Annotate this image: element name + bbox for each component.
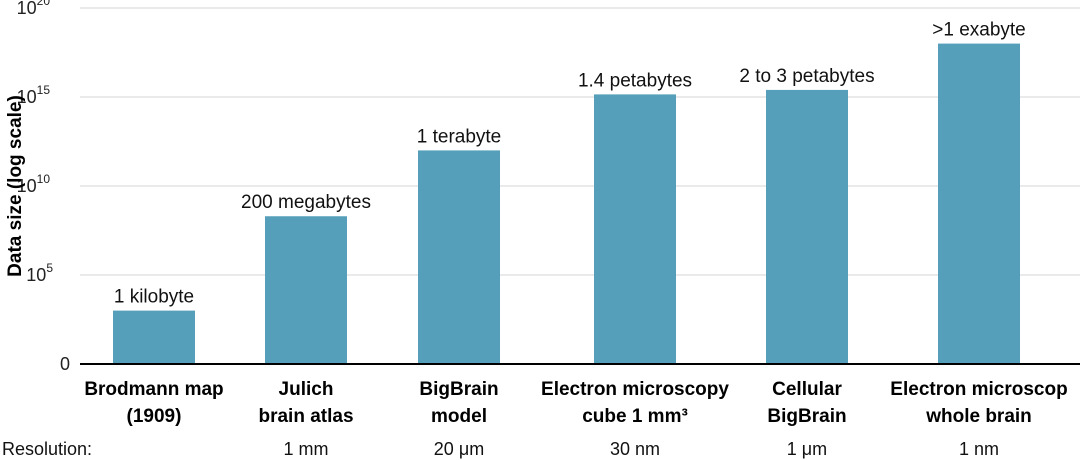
data-labels: 1 kilobyte 200 megabytes 1 terabyte 1.4 pet… — [114, 20, 1026, 308]
data-label: 1 terabyte — [417, 126, 502, 147]
y-tick-label: 0 — [60, 354, 70, 374]
data-label: >1 exabyte — [932, 20, 1026, 41]
category-label: whole brain — [925, 406, 1032, 427]
category-label: (1909) — [127, 406, 182, 427]
y-axis-label: Data size (log scale) — [5, 95, 26, 277]
category-label: Cellular — [772, 379, 842, 400]
resolution-value: 1 nm — [959, 439, 999, 459]
resolution-label: Resolution: — [2, 439, 92, 459]
category-label: Julich — [279, 379, 334, 400]
category-label: brain atlas — [258, 406, 353, 427]
bar — [766, 89, 848, 365]
y-tick-label: 105 — [26, 261, 53, 285]
bar — [938, 43, 1020, 364]
resolution-value: 20 μm — [434, 439, 484, 459]
data-label: 2 to 3 petabytes — [739, 66, 874, 87]
resolution-value: 30 nm — [610, 439, 660, 459]
category-label: Electron microscop — [890, 379, 1067, 400]
data-label: 200 megabytes — [241, 192, 371, 213]
grid-lines — [80, 7, 1080, 276]
resolution-value: 1 μm — [787, 439, 827, 459]
data-label: 1.4 petabytes — [578, 70, 692, 91]
category-label: BigBrain — [419, 379, 498, 400]
category-labels: Brodmann map (1909) Julich brain atlas BigBr… — [84, 379, 1067, 427]
category-label: Electron microscopy — [541, 379, 729, 400]
data-label: 1 kilobyte — [114, 287, 194, 308]
category-label: BigBrain — [767, 406, 846, 427]
category-label: Brodmann map — [84, 379, 223, 400]
y-axis-ticks: 0 105 1010 1015 1020 — [17, 0, 70, 374]
resolution-values: 1 mm 20 μm 30 nm 1 μm 1 nm — [284, 439, 1000, 459]
y-tick-label: 1020 — [17, 0, 51, 18]
y-tick-label: 1010 — [17, 172, 51, 196]
bars — [113, 43, 1020, 365]
y-tick-label: 1015 — [17, 83, 51, 107]
bar — [594, 94, 676, 364]
bar — [265, 216, 347, 364]
resolution-value: 1 mm — [284, 439, 329, 459]
bar — [418, 150, 500, 364]
category-label: cube 1 mm³ — [582, 406, 688, 427]
category-label: model — [431, 406, 487, 427]
bar — [113, 310, 195, 364]
